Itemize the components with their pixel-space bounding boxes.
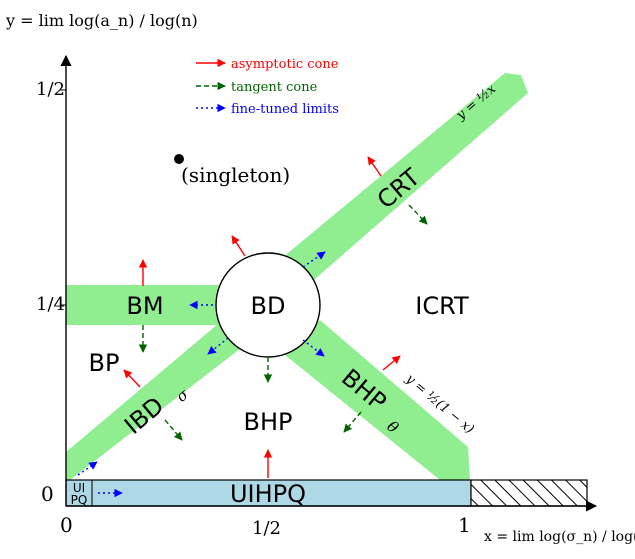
x-axis-label: x = lim log(σ_n) / log(n) bbox=[484, 529, 635, 545]
green-arrow bbox=[343, 411, 362, 433]
red-arrow bbox=[123, 369, 141, 388]
green-arrows bbox=[138, 204, 428, 441]
green-arrow bbox=[408, 204, 428, 225]
blue-arrow bbox=[77, 461, 98, 476]
hatched-region bbox=[470, 479, 588, 507]
bm-band bbox=[66, 285, 225, 325]
bd-label: BD bbox=[251, 292, 286, 320]
y-axis-label: y = lim log(a_n) / log(n) bbox=[5, 11, 198, 30]
icrt-label: ICRT bbox=[415, 292, 469, 320]
bhp-label: BHP bbox=[244, 408, 293, 436]
legend-label-fine-tuned: fine-tuned limits bbox=[231, 102, 339, 117]
uipq-label-line2: PQ bbox=[71, 493, 88, 507]
red-arrow bbox=[367, 156, 382, 177]
singleton-dot bbox=[174, 154, 184, 164]
uipq-label-line1: UI bbox=[73, 481, 85, 495]
blue-arrow bbox=[207, 337, 229, 355]
red-arrow bbox=[231, 235, 246, 257]
y-tick-label-half: 1/2 bbox=[36, 79, 65, 100]
bhp-theta-band bbox=[285, 320, 470, 480]
red-arrows bbox=[123, 156, 401, 478]
singleton-label: (singleton) bbox=[181, 163, 290, 187]
legend-label-asymptotic: asymptotic cone bbox=[231, 57, 339, 72]
blue-arrows bbox=[77, 251, 326, 498]
x-tick-label-zero: 0 bbox=[60, 513, 73, 537]
bp-label: BP bbox=[89, 349, 120, 377]
y-tick-label-zero: 0 bbox=[41, 482, 54, 506]
phase-bands bbox=[66, 73, 528, 480]
bm-label: BM bbox=[126, 292, 163, 320]
red-arrow bbox=[382, 355, 401, 371]
crt-band bbox=[282, 73, 528, 286]
y-tick-label-quarter: 1/4 bbox=[36, 294, 65, 315]
ibd-band bbox=[66, 318, 245, 480]
legend: asymptotic cone tangent cone fine-tuned … bbox=[196, 57, 339, 117]
x-tick-label-half: 1/2 bbox=[252, 518, 281, 539]
legend-label-tangent: tangent cone bbox=[231, 80, 318, 95]
x-tick-label-one: 1 bbox=[458, 513, 471, 537]
uihpq-label: UIHPQ bbox=[230, 480, 306, 508]
uihpq-strip bbox=[65, 479, 472, 507]
green-arrow bbox=[164, 419, 183, 441]
